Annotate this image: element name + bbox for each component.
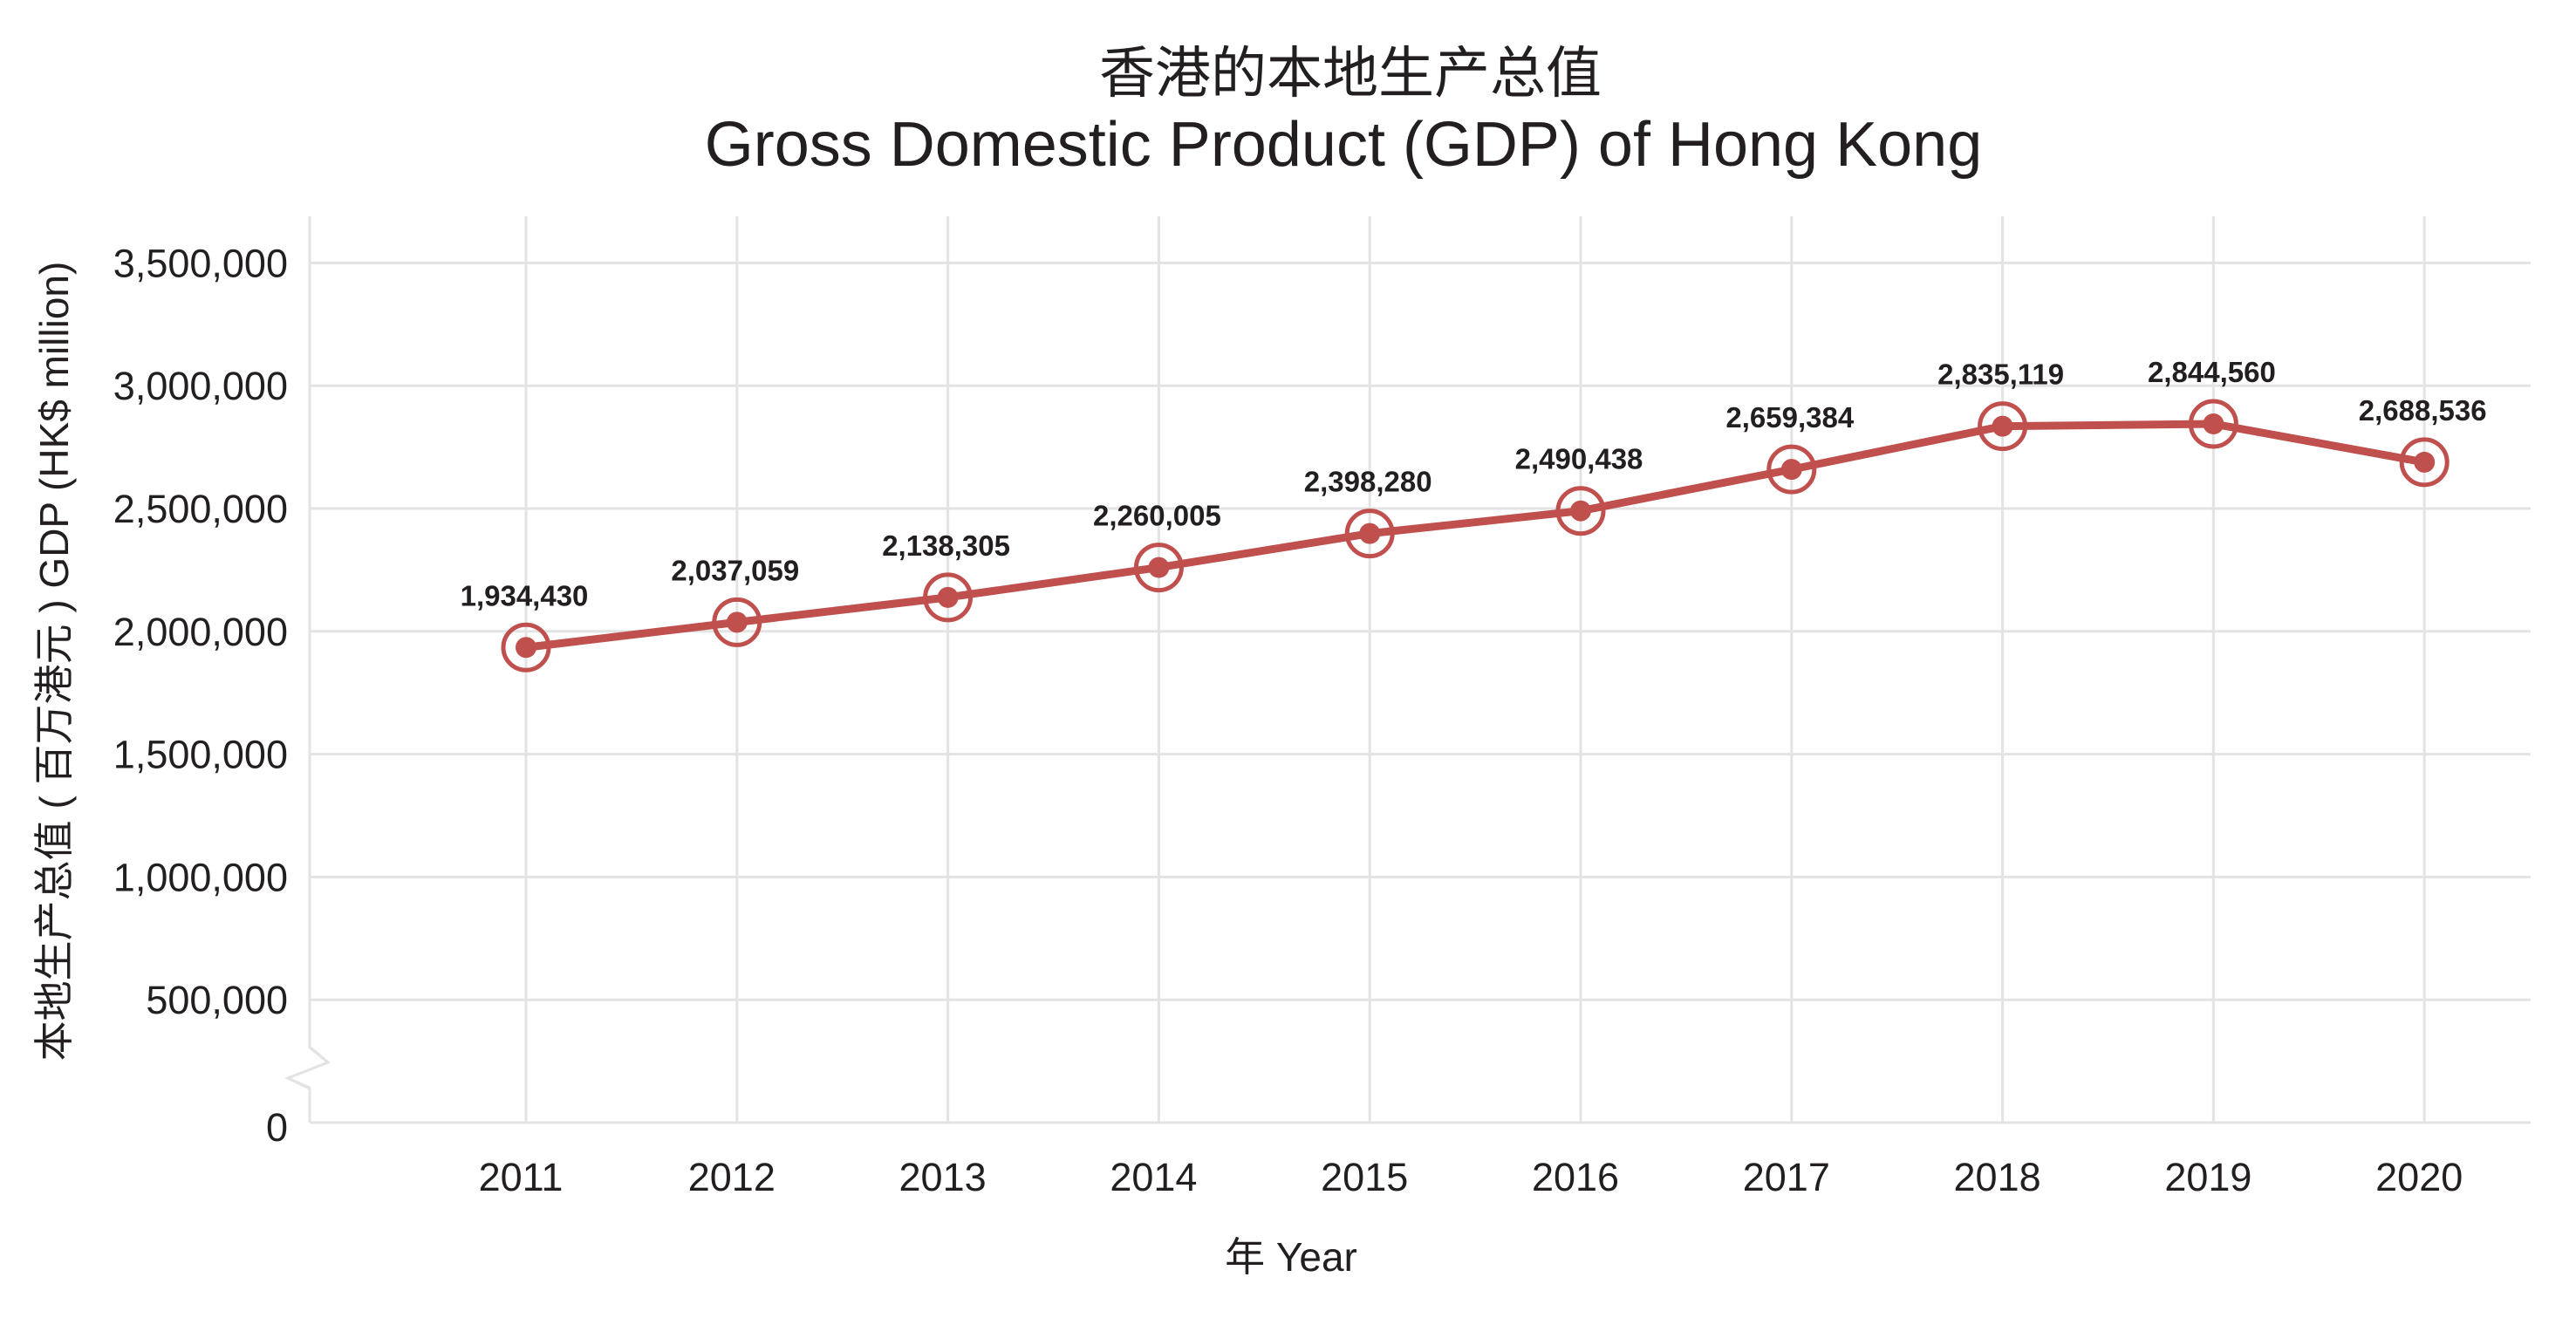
data-point-marker [501, 622, 551, 673]
x-tick-label: 2011 [479, 1155, 564, 1199]
y-tick-label: 500,000 [146, 978, 288, 1022]
axis-break-icon [284, 1045, 331, 1090]
x-axis-label: 年 Year [1225, 1234, 1357, 1280]
data-label: 2,490,438 [1515, 443, 1643, 475]
data-label: 2,844,560 [2148, 356, 2276, 388]
chart-title-zh: 香港的本地生产总值 [1099, 42, 1602, 106]
y-tick-label: 2,500,000 [113, 487, 288, 531]
y-tick-label: 1,500,000 [113, 733, 288, 777]
y-tick-label: 2,000,000 [113, 610, 288, 654]
y-tick-label: 3,000,000 [113, 364, 288, 408]
data-point-marker [1555, 486, 1606, 536]
data-point-marker [2188, 399, 2238, 449]
data-label: 2,835,119 [1937, 359, 2064, 391]
data-point-marker [923, 572, 974, 623]
data-point-marker [2399, 437, 2450, 488]
data-label: 2,037,059 [671, 554, 799, 586]
x-tick-label: 2020 [2375, 1155, 2463, 1199]
gdp-series [501, 399, 2450, 673]
data-label: 2,398,280 [1304, 466, 1432, 498]
x-axis-ticks: 2011 2012 2013 2014 2015 2016 2017 2018 2019 2020 [479, 1155, 2463, 1199]
data-point-marker [1766, 444, 1817, 495]
y-tick-label: 0 [266, 1105, 288, 1150]
chart-title-en: Gross Domestic Product (GDP) of Hong Kon… [705, 110, 1983, 180]
data-label: 2,688,536 [2359, 394, 2487, 427]
x-tick-label: 2015 [1321, 1155, 1408, 1199]
data-point-marker [1344, 509, 1395, 559]
gdp-line [522, 420, 2429, 652]
x-tick-label: 2012 [688, 1155, 776, 1199]
data-point-marker [1978, 401, 2028, 452]
data-label: 2,138,305 [882, 529, 1010, 562]
gridlines [308, 216, 2531, 1124]
data-label: 2,260,005 [1093, 500, 1221, 532]
data-label: 2,659,384 [1725, 401, 1854, 434]
y-axis-ticks: 0 500,000 1,000,000 1,500,000 2,000,000 2,500… [113, 241, 288, 1150]
data-point-marker [712, 597, 762, 647]
x-tick-label: 2014 [1110, 1155, 1197, 1199]
data-labels: 1,934,430 2,037,059 2,138,305 2,260,005 2,39… [461, 356, 2487, 611]
data-point-marker [1133, 543, 1184, 593]
x-tick-label: 2016 [1532, 1155, 1619, 1199]
x-tick-label: 2019 [2164, 1155, 2251, 1199]
x-tick-label: 2017 [1743, 1155, 1830, 1199]
y-tick-label: 1,000,000 [113, 855, 288, 899]
x-tick-label: 2018 [1954, 1155, 2041, 1199]
y-axis-label: 本地生产总值 ( 百万港元 ) GDP (HK$ million) [31, 262, 77, 1062]
y-tick-label: 3,500,000 [113, 241, 288, 285]
data-label: 1,934,430 [461, 579, 589, 611]
x-tick-label: 2013 [899, 1155, 987, 1199]
